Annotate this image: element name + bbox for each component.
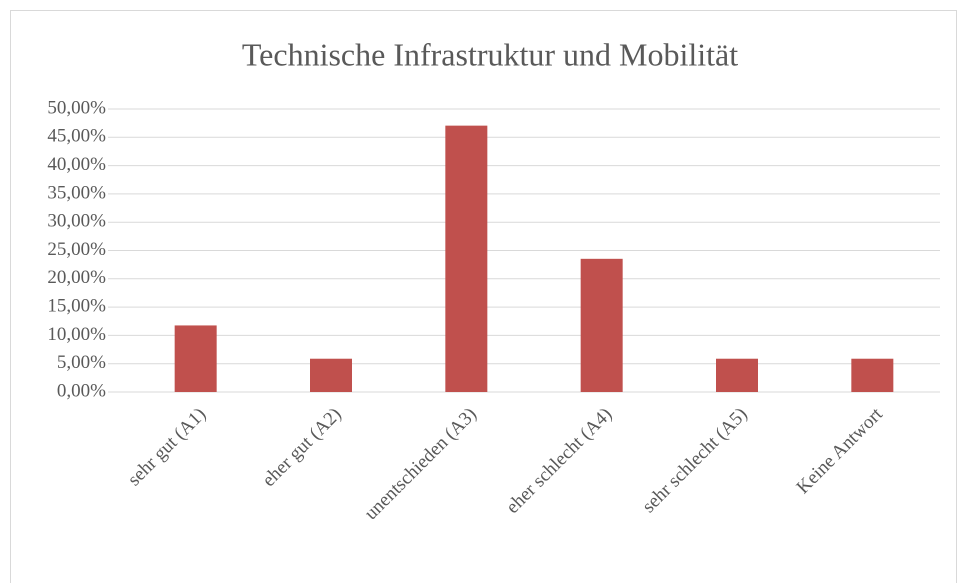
- chart-title: Technische Infrastruktur und Mobilität: [242, 36, 738, 72]
- y-tick-label: 5,00%: [57, 352, 106, 373]
- bar: [851, 358, 894, 392]
- bar: [716, 358, 758, 392]
- y-tick-label: 25,00%: [47, 239, 106, 260]
- y-tick-label: 10,00%: [47, 324, 106, 345]
- y-tick-label: 45,00%: [47, 126, 106, 147]
- y-tick-label: 35,00%: [47, 182, 106, 203]
- bar: [580, 258, 623, 392]
- y-tick-label: 15,00%: [47, 295, 106, 316]
- y-tick-label: 20,00%: [47, 267, 106, 288]
- y-tick-label: 0,00%: [57, 380, 106, 401]
- bar: [174, 325, 217, 392]
- bar: [310, 358, 352, 392]
- y-tick-label: 50,00%: [47, 97, 106, 118]
- bar: [445, 125, 488, 392]
- y-tick-label: 30,00%: [47, 211, 106, 232]
- y-tick-label: 40,00%: [47, 154, 106, 175]
